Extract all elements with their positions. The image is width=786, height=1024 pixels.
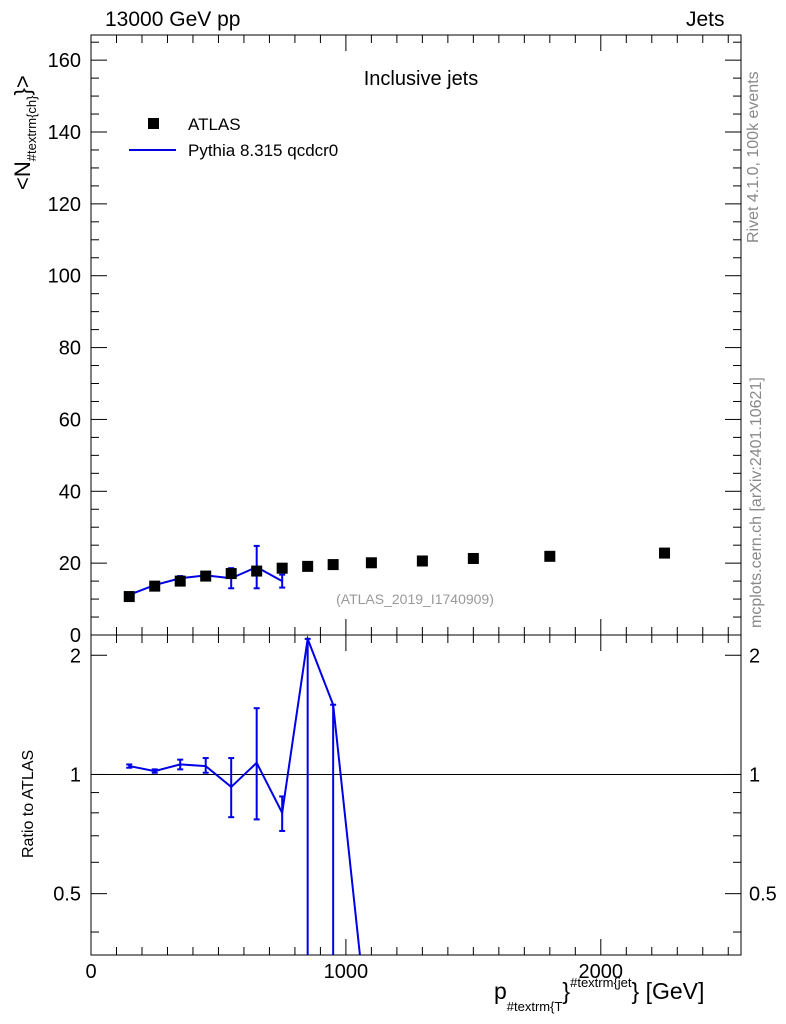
ratio-y-tick-label-right: 1 bbox=[749, 764, 760, 786]
ratio-y-tick-label: 0.5 bbox=[53, 884, 81, 906]
ratio-y-tick-label-right: 2 bbox=[749, 645, 760, 667]
energy-label: 13000 GeV pp bbox=[105, 8, 241, 31]
y-tick-label: 40 bbox=[59, 481, 81, 503]
atlas-data-point bbox=[659, 547, 671, 559]
plot-title: Inclusive jets bbox=[364, 68, 479, 90]
y-tick-label: 80 bbox=[59, 338, 81, 360]
y-tick-label: 20 bbox=[59, 553, 81, 575]
atlas-data-point bbox=[225, 568, 237, 580]
legend-atlas-label: ATLAS bbox=[188, 115, 241, 134]
x-axis-label: p#textrm{T}#textrm{jet} [GeV] bbox=[494, 975, 705, 1014]
y-tick-label: 120 bbox=[48, 194, 81, 216]
ratio-y-tick-label: 2 bbox=[70, 645, 81, 667]
x-tick-label: 1000 bbox=[324, 961, 369, 983]
legend-pythia-label: Pythia 8.315 qcdcr0 bbox=[188, 141, 338, 160]
atlas-data-point bbox=[327, 559, 339, 571]
atlas-data-point bbox=[302, 560, 314, 572]
atlas-data-point bbox=[467, 552, 479, 564]
x-tick-label: 2000 bbox=[579, 961, 624, 983]
ratio-series-line bbox=[129, 635, 361, 955]
mcplots-label: mcplots.cern.ch [arXiv:2401.10621] bbox=[748, 377, 765, 628]
atlas-data-point bbox=[544, 550, 556, 562]
atlas-data-point bbox=[123, 591, 135, 603]
atlas-data-point bbox=[174, 575, 186, 587]
atlas-data-point bbox=[416, 555, 428, 567]
ratio-y-tick-label-right: 0.5 bbox=[749, 884, 777, 906]
main-y-axis-label: <N#textrm{ch}}> bbox=[10, 75, 39, 190]
y-tick-label: 140 bbox=[48, 122, 81, 144]
rivet-version-label: Rivet 4.1.0, 100k events bbox=[745, 71, 762, 243]
analysis-watermark: (ATLAS_2019_I1740909) bbox=[336, 591, 494, 607]
atlas-data-point bbox=[251, 565, 263, 577]
atlas-data-point bbox=[149, 580, 161, 592]
y-tick-label: 60 bbox=[59, 409, 81, 431]
ratio-y-axis-label: Ratio to ATLAS bbox=[20, 749, 37, 858]
ratio-series-group bbox=[126, 635, 361, 955]
atlas-data-point bbox=[365, 557, 377, 569]
ratio-frame bbox=[90, 634, 742, 956]
legend-atlas-marker bbox=[148, 118, 159, 129]
atlas-data-point bbox=[276, 562, 288, 574]
process-label: Jets bbox=[686, 8, 725, 31]
y-tick-label: 0 bbox=[70, 625, 81, 647]
y-tick-label: 100 bbox=[48, 266, 81, 288]
ratio-y-tick-label: 1 bbox=[70, 764, 81, 786]
y-tick-label: 160 bbox=[48, 50, 81, 72]
atlas-data-point bbox=[200, 570, 212, 582]
x-tick-label: 0 bbox=[85, 961, 96, 983]
